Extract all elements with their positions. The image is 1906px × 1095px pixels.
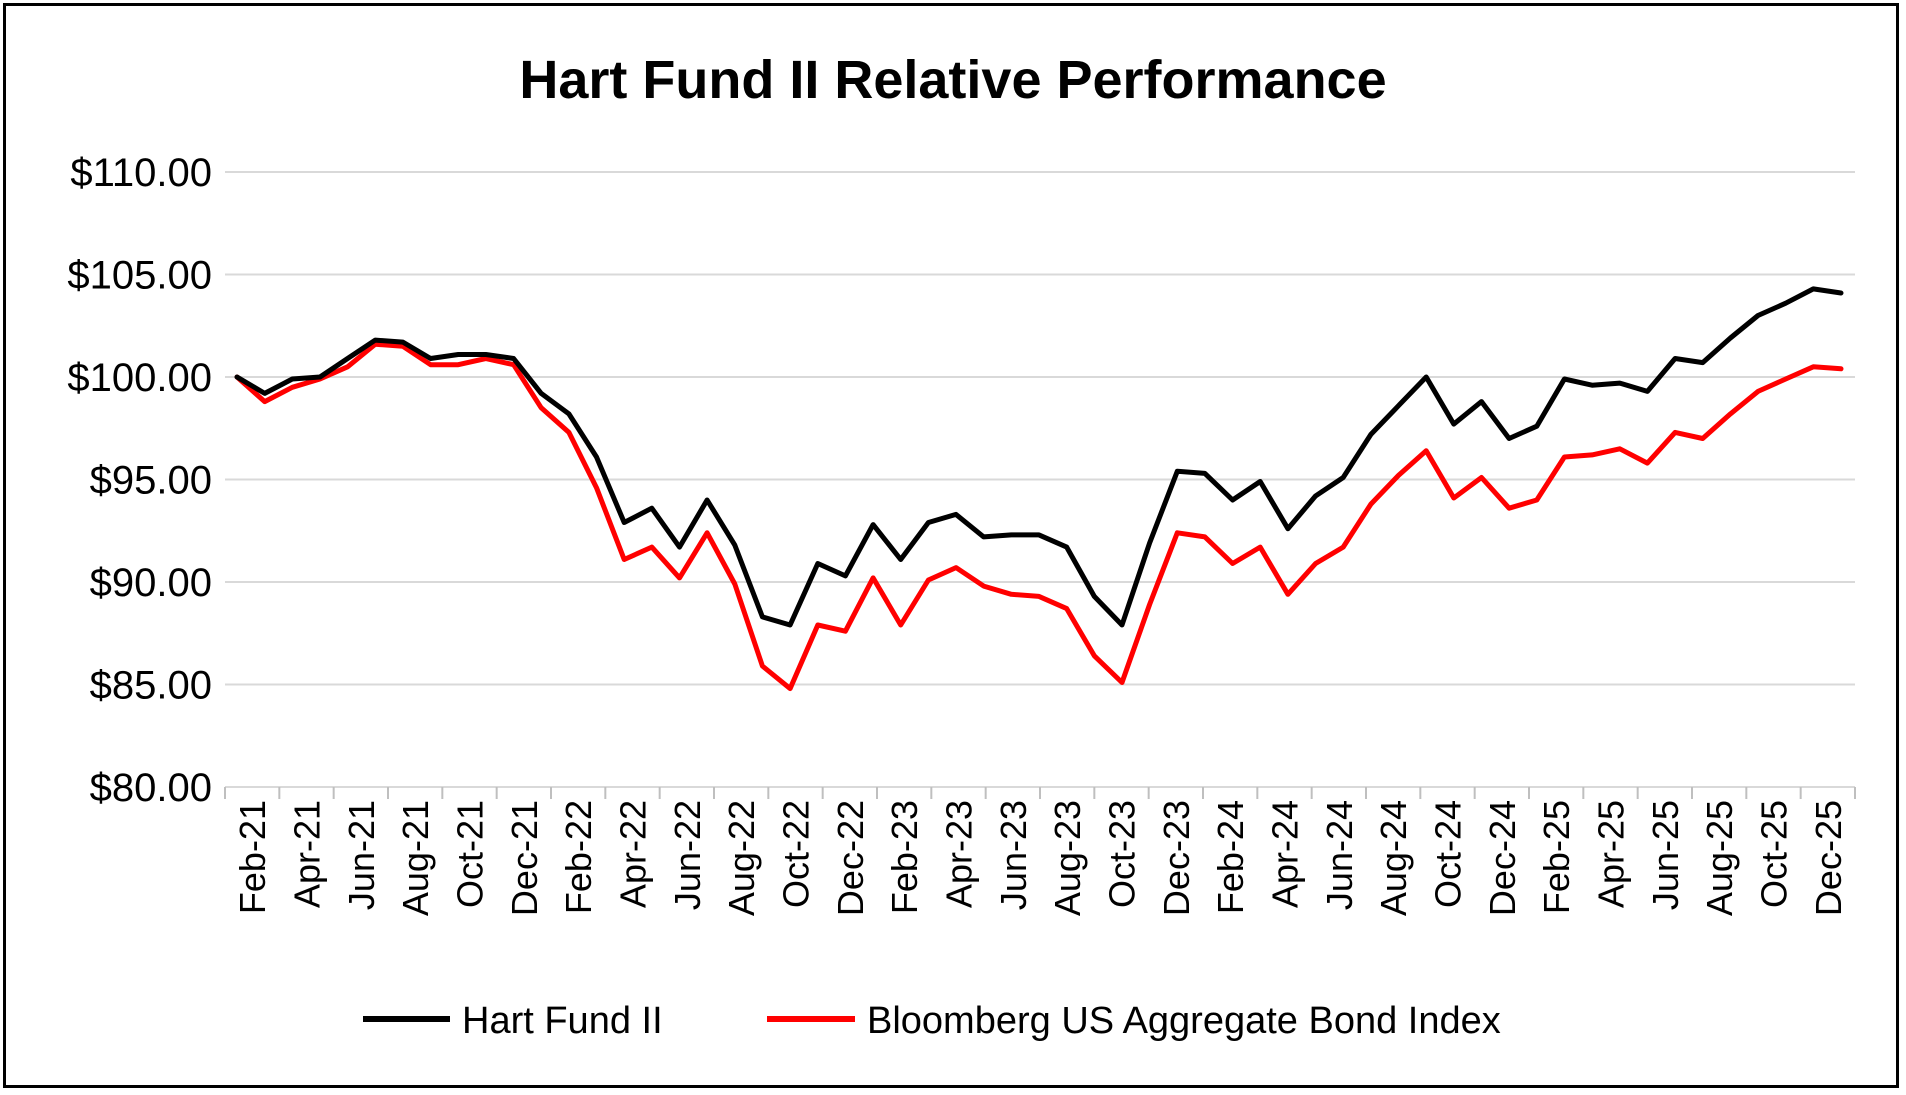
x-tick-label: Oct-23 [1102,800,1143,908]
x-tick-label: Feb-21 [232,800,273,914]
y-tick-label: $110.00 [70,151,212,195]
x-tick-label: Aug-22 [721,800,762,916]
x-tick-label: Dec-21 [504,800,545,916]
x-tick-label: Dec-22 [830,800,871,916]
x-tick-label: Jun-22 [667,800,708,910]
x-tick-label: Feb-24 [1210,800,1251,914]
y-tick-label: $100.00 [67,356,212,400]
x-tick-label: Dec-24 [1482,800,1523,916]
x-tick-label: Feb-23 [884,800,925,914]
chart-title: Hart Fund II Relative Performance [519,50,1386,110]
legend-label-bloomberg: Bloomberg US Aggregate Bond Index [867,1000,1501,1042]
x-tick-label: Apr-23 [939,800,980,908]
x-tick-label: Dec-25 [1808,800,1849,916]
x-tick-label: Oct-25 [1754,800,1795,908]
x-tick-label: Aug-24 [1373,800,1414,916]
x-tick-label: Apr-22 [613,800,654,908]
x-tick-label: Aug-21 [395,800,436,916]
series-line-bloomberg [234,341,1844,692]
x-tick-label: Aug-25 [1699,800,1740,916]
x-tick-label: Apr-25 [1591,800,1632,908]
x-tick-label: Jun-25 [1645,800,1686,910]
y-tick-label: $95.00 [90,459,212,503]
x-tick-label: Aug-23 [1047,800,1088,916]
x-tick-label: Jun-23 [993,800,1034,910]
y-tick-label: $80.00 [90,766,212,810]
y-tick-label: $90.00 [90,561,212,605]
series-lines [234,286,1844,692]
x-tick-label: Feb-22 [558,800,599,914]
x-tick-label: Jun-24 [1319,800,1360,910]
y-axis-ticks: $80.00 $85.00 $90.00 $95.00 $100.00 $105.00 $1… [67,151,212,810]
x-tick-label: Jun-21 [341,800,382,910]
legend: Hart Fund II Bloomberg US Aggregate Bond… [363,1000,1501,1042]
legend-label-hart-fund: Hart Fund II [462,1000,663,1042]
x-tick-label: Oct-22 [776,800,817,908]
x-axis: Feb-21 Apr-21 Jun-21 Aug-21 Oct-21 Dec-21 Feb-… [224,786,1856,916]
series-line-hart-fund [234,286,1844,628]
y-tick-label: $85.00 [90,664,212,708]
x-tick-label: Oct-24 [1428,800,1469,908]
x-tick-label: Dec-23 [1156,800,1197,916]
x-tick-label: Apr-24 [1265,800,1306,908]
gridlines [225,171,1855,686]
chart-frame [3,3,1899,1088]
x-tick-label: Feb-25 [1536,800,1577,914]
x-tick-label: Apr-21 [287,800,328,908]
x-tick-label: Oct-21 [450,800,491,908]
y-tick-label: $105.00 [67,254,212,298]
